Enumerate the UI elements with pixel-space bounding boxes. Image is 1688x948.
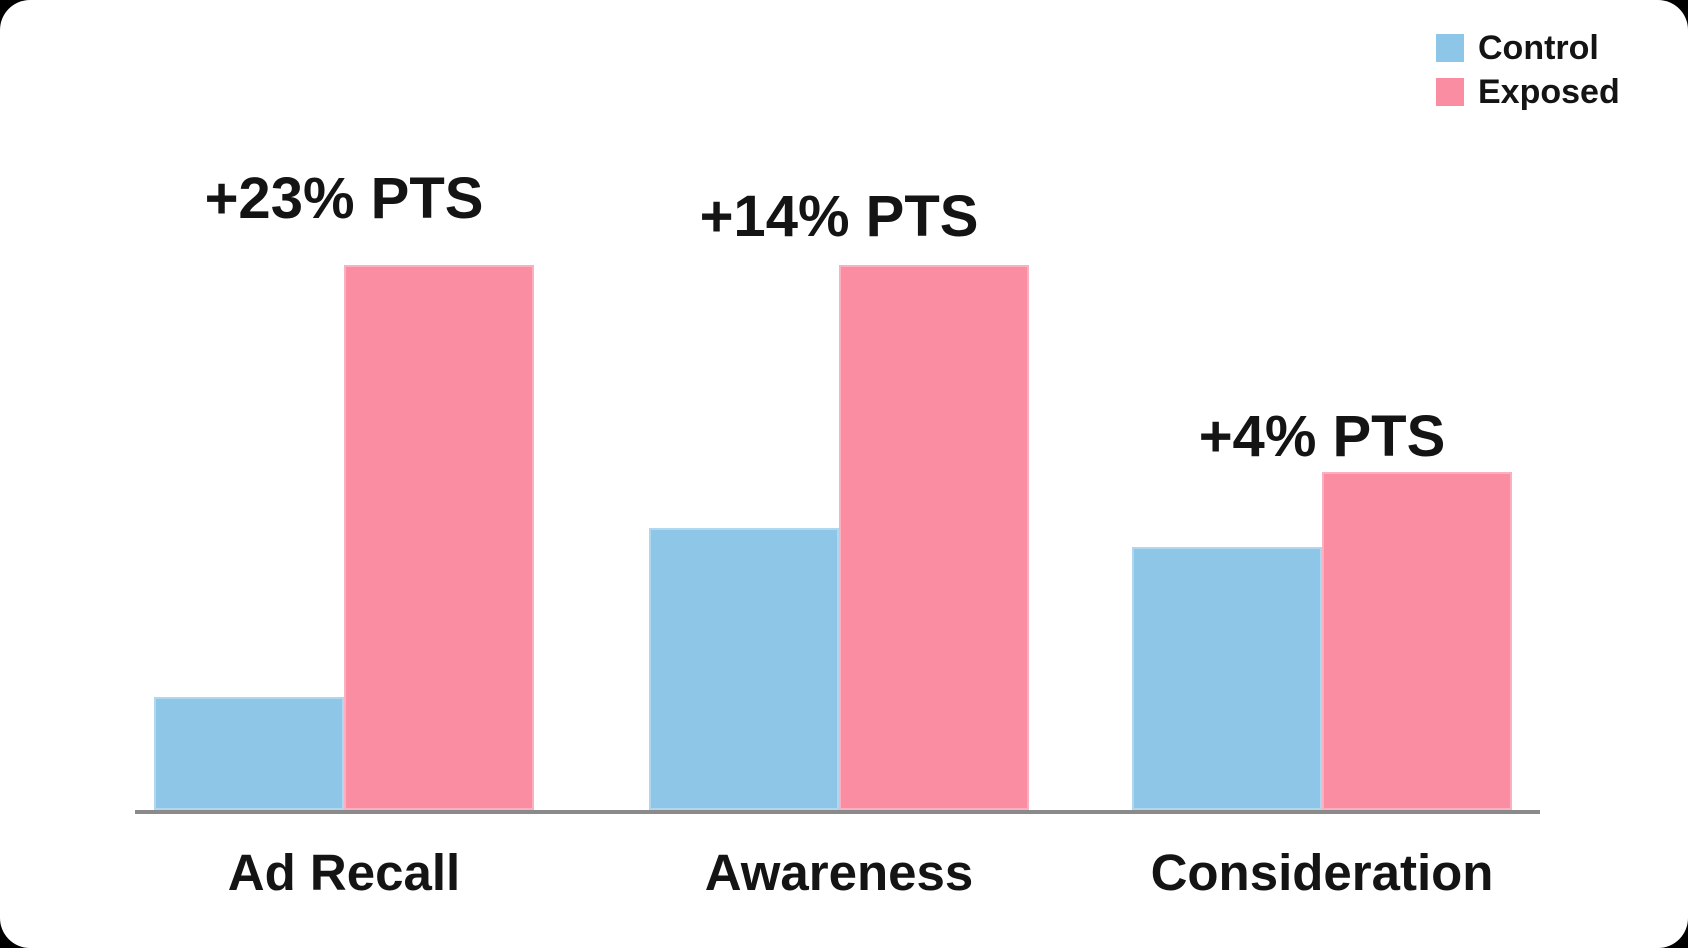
x-axis-line <box>135 810 1540 814</box>
bar-exposed-awareness <box>839 265 1029 810</box>
legend-label-exposed: Exposed <box>1478 73 1620 111</box>
bar-group-awareness: +14% PTS <box>649 0 1029 810</box>
x-label-consideration: Consideration <box>1150 844 1494 901</box>
legend-item-exposed: Exposed <box>1436 73 1620 111</box>
x-label-ad-recall: Ad Recall <box>227 844 461 901</box>
bar-exposed-ad-recall <box>344 265 534 810</box>
bar-control-consideration <box>1132 547 1322 810</box>
legend-label-control: Control <box>1478 29 1599 67</box>
legend-swatch-exposed <box>1436 78 1464 106</box>
bar-exposed-consideration <box>1322 472 1512 810</box>
bar-control-ad-recall <box>154 697 344 810</box>
x-label-awareness: Awareness <box>704 844 974 901</box>
legend-item-control: Control <box>1436 29 1620 67</box>
lift-annotation-consideration: +4% PTS <box>1198 404 1446 469</box>
bar-group-ad-recall: +23% PTS <box>154 0 534 810</box>
lift-annotation-awareness: +14% PTS <box>699 184 979 249</box>
legend-swatch-control <box>1436 34 1464 62</box>
legend: Control Exposed <box>1436 29 1620 122</box>
lift-annotation-ad-recall: +23% PTS <box>204 166 484 231</box>
bar-control-awareness <box>649 528 839 810</box>
bar-group-consideration: +4% PTS <box>1132 0 1512 810</box>
